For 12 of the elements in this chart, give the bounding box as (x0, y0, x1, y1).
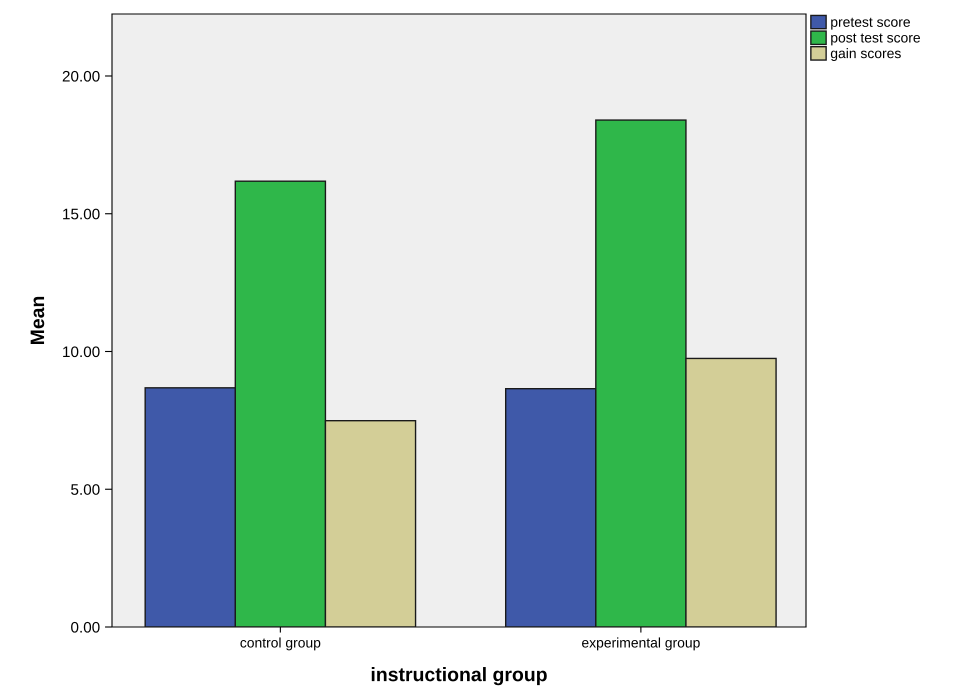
x-axis-title: instructional group (372, 667, 547, 686)
y-tick-label: 5.00 (71, 484, 100, 495)
y-tick-label: 10.00 (63, 346, 100, 358)
x-tick-label: control group (240, 637, 320, 650)
legend-label: pretest score (831, 18, 910, 30)
x-tick-label: experimental group (582, 637, 700, 650)
y-tick-label: 20.00 (62, 70, 100, 82)
y-tick-label: 0.00 (71, 622, 100, 633)
y-tick-label: 15.00 (63, 208, 100, 220)
legend-label: gain scores (830, 48, 901, 61)
y-axis-title: Mean (30, 296, 44, 344)
legend-label: post test score (831, 33, 920, 46)
